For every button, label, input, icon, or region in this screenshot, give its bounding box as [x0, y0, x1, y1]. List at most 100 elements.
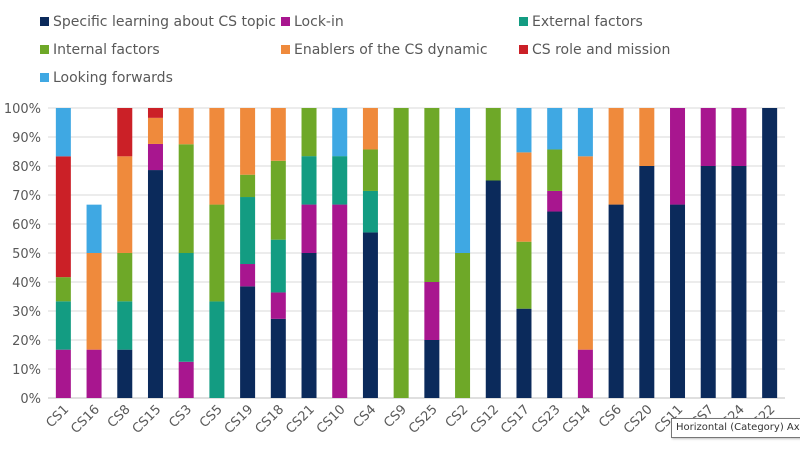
- bar-stack-cs15[interactable]: [147, 108, 163, 398]
- legend-item-cs-role-and-mission[interactable]: CS role and mission: [519, 42, 670, 58]
- bar-stack-cs24[interactable]: [731, 108, 747, 398]
- bar-segment-lock-in[interactable]: [147, 143, 163, 171]
- bar-segment-specific-learning-about-cs-topic[interactable]: [270, 318, 286, 398]
- bar-stack-cs18[interactable]: [270, 108, 286, 398]
- bar-segment-internal-factors[interactable]: [117, 252, 133, 302]
- bar-stack-cs2[interactable]: [455, 108, 471, 398]
- bar-segment-specific-learning-about-cs-topic[interactable]: [485, 180, 501, 399]
- bar-segment-internal-factors[interactable]: [516, 241, 532, 309]
- bar-segment-specific-learning-about-cs-topic[interactable]: [147, 170, 163, 398]
- bar-segment-enablers-of-the-cs-dynamic[interactable]: [240, 108, 256, 175]
- legend-item-lock-in[interactable]: Lock-in: [281, 14, 344, 30]
- bar-stack-cs22[interactable]: [762, 108, 778, 398]
- bar-segment-looking-forwards[interactable]: [547, 108, 563, 150]
- bar-segment-cs-role-and-mission[interactable]: [55, 156, 71, 278]
- bar-segment-lock-in[interactable]: [547, 190, 563, 212]
- bar-segment-lock-in[interactable]: [86, 349, 102, 398]
- bar-segment-external-factors[interactable]: [209, 301, 225, 398]
- bar-segment-lock-in[interactable]: [332, 204, 348, 398]
- bar-segment-specific-learning-about-cs-topic[interactable]: [362, 232, 378, 398]
- bar-segment-specific-learning-about-cs-topic[interactable]: [424, 340, 440, 398]
- bar-segment-specific-learning-about-cs-topic[interactable]: [301, 253, 317, 398]
- bar-stack-cs6[interactable]: [608, 108, 624, 398]
- bar-segment-internal-factors[interactable]: [485, 108, 501, 181]
- bar-segment-lock-in[interactable]: [700, 108, 716, 166]
- bar-segment-specific-learning-about-cs-topic[interactable]: [639, 166, 655, 398]
- bar-segment-lock-in[interactable]: [424, 282, 440, 340]
- bar-segment-specific-learning-about-cs-topic[interactable]: [240, 286, 256, 398]
- bar-segment-enablers-of-the-cs-dynamic[interactable]: [178, 108, 194, 145]
- bar-stack-cs16[interactable]: [86, 204, 102, 398]
- bar-stack-cs14[interactable]: [577, 108, 593, 398]
- bar-stack-cs8[interactable]: [117, 108, 133, 398]
- bar-stack-cs21[interactable]: [301, 108, 317, 398]
- bar-segment-looking-forwards[interactable]: [55, 108, 71, 157]
- bar-segment-external-factors[interactable]: [301, 156, 317, 205]
- legend-item-specific-learning-about-cs-topic[interactable]: Specific learning about CS topic: [40, 14, 276, 30]
- bar-segment-lock-in[interactable]: [178, 361, 194, 398]
- bar-segment-lock-in[interactable]: [577, 349, 593, 398]
- bar-segment-internal-factors[interactable]: [424, 108, 440, 282]
- bar-segment-external-factors[interactable]: [332, 156, 348, 205]
- bar-segment-internal-factors[interactable]: [393, 108, 409, 398]
- bar-segment-external-factors[interactable]: [178, 253, 194, 362]
- bar-segment-lock-in[interactable]: [240, 264, 256, 287]
- bar-segment-external-factors[interactable]: [362, 190, 378, 233]
- bar-segment-specific-learning-about-cs-topic[interactable]: [516, 308, 532, 398]
- bar-segment-specific-learning-about-cs-topic[interactable]: [762, 108, 778, 398]
- legend-item-internal-factors[interactable]: Internal factors: [40, 42, 160, 58]
- bar-segment-enablers-of-the-cs-dynamic[interactable]: [209, 108, 225, 205]
- bar-segment-lock-in[interactable]: [301, 204, 317, 253]
- bar-segment-cs-role-and-mission[interactable]: [117, 108, 133, 157]
- bar-segment-specific-learning-about-cs-topic[interactable]: [700, 166, 716, 398]
- bar-segment-internal-factors[interactable]: [178, 144, 194, 253]
- bar-segment-internal-factors[interactable]: [362, 149, 378, 191]
- bar-segment-specific-learning-about-cs-topic[interactable]: [547, 211, 563, 398]
- bar-segment-enablers-of-the-cs-dynamic[interactable]: [639, 108, 655, 166]
- bar-segment-external-factors[interactable]: [240, 197, 256, 265]
- bar-segment-enablers-of-the-cs-dynamic[interactable]: [270, 108, 286, 161]
- bar-stack-cs4[interactable]: [362, 108, 378, 398]
- bar-segment-internal-factors[interactable]: [240, 174, 256, 198]
- bar-segment-internal-factors[interactable]: [270, 160, 286, 240]
- bar-segment-enablers-of-the-cs-dynamic[interactable]: [117, 156, 133, 253]
- bar-segment-lock-in[interactable]: [670, 108, 686, 205]
- bar-segment-enablers-of-the-cs-dynamic[interactable]: [608, 108, 624, 205]
- bar-stack-cs1[interactable]: [55, 108, 71, 398]
- bar-stack-cs9[interactable]: [393, 108, 409, 398]
- bar-stack-cs7[interactable]: [700, 108, 716, 398]
- bar-stack-cs10[interactable]: [332, 108, 348, 398]
- bar-stack-cs20[interactable]: [639, 108, 655, 398]
- bar-segment-looking-forwards[interactable]: [86, 204, 102, 253]
- bar-stack-cs5[interactable]: [209, 108, 225, 398]
- bar-segment-enablers-of-the-cs-dynamic[interactable]: [147, 117, 163, 144]
- bar-segment-specific-learning-about-cs-topic[interactable]: [670, 204, 686, 398]
- bar-stack-cs3[interactable]: [178, 108, 194, 398]
- legend-item-looking-forwards[interactable]: Looking forwards: [40, 70, 173, 86]
- bar-segment-looking-forwards[interactable]: [455, 108, 471, 253]
- bar-segment-internal-factors[interactable]: [455, 253, 471, 398]
- bar-segment-enablers-of-the-cs-dynamic[interactable]: [86, 253, 102, 350]
- bar-segment-specific-learning-about-cs-topic[interactable]: [608, 204, 624, 398]
- bar-segment-external-factors[interactable]: [117, 301, 133, 350]
- bar-stack-cs23[interactable]: [547, 108, 563, 398]
- bar-segment-lock-in[interactable]: [55, 349, 71, 398]
- bar-segment-enablers-of-the-cs-dynamic[interactable]: [577, 156, 593, 350]
- bar-stack-cs12[interactable]: [485, 108, 501, 399]
- bar-stack-cs19[interactable]: [240, 108, 256, 398]
- bar-segment-external-factors[interactable]: [270, 239, 286, 293]
- bar-segment-looking-forwards[interactable]: [516, 108, 532, 153]
- bar-segment-looking-forwards[interactable]: [332, 108, 348, 157]
- bar-segment-lock-in[interactable]: [731, 108, 747, 166]
- bar-segment-internal-factors[interactable]: [301, 108, 317, 157]
- bar-segment-external-factors[interactable]: [55, 301, 71, 350]
- bar-segment-specific-learning-about-cs-topic[interactable]: [117, 349, 133, 398]
- bar-segment-enablers-of-the-cs-dynamic[interactable]: [362, 108, 378, 150]
- legend-item-enablers-of-the-cs-dynamic[interactable]: Enablers of the CS dynamic: [281, 42, 488, 58]
- bar-segment-enablers-of-the-cs-dynamic[interactable]: [516, 152, 532, 242]
- bar-segment-internal-factors[interactable]: [55, 277, 71, 302]
- legend-item-external-factors[interactable]: External factors: [519, 14, 643, 30]
- bar-stack-cs11[interactable]: [670, 108, 686, 398]
- bar-segment-lock-in[interactable]: [270, 292, 286, 319]
